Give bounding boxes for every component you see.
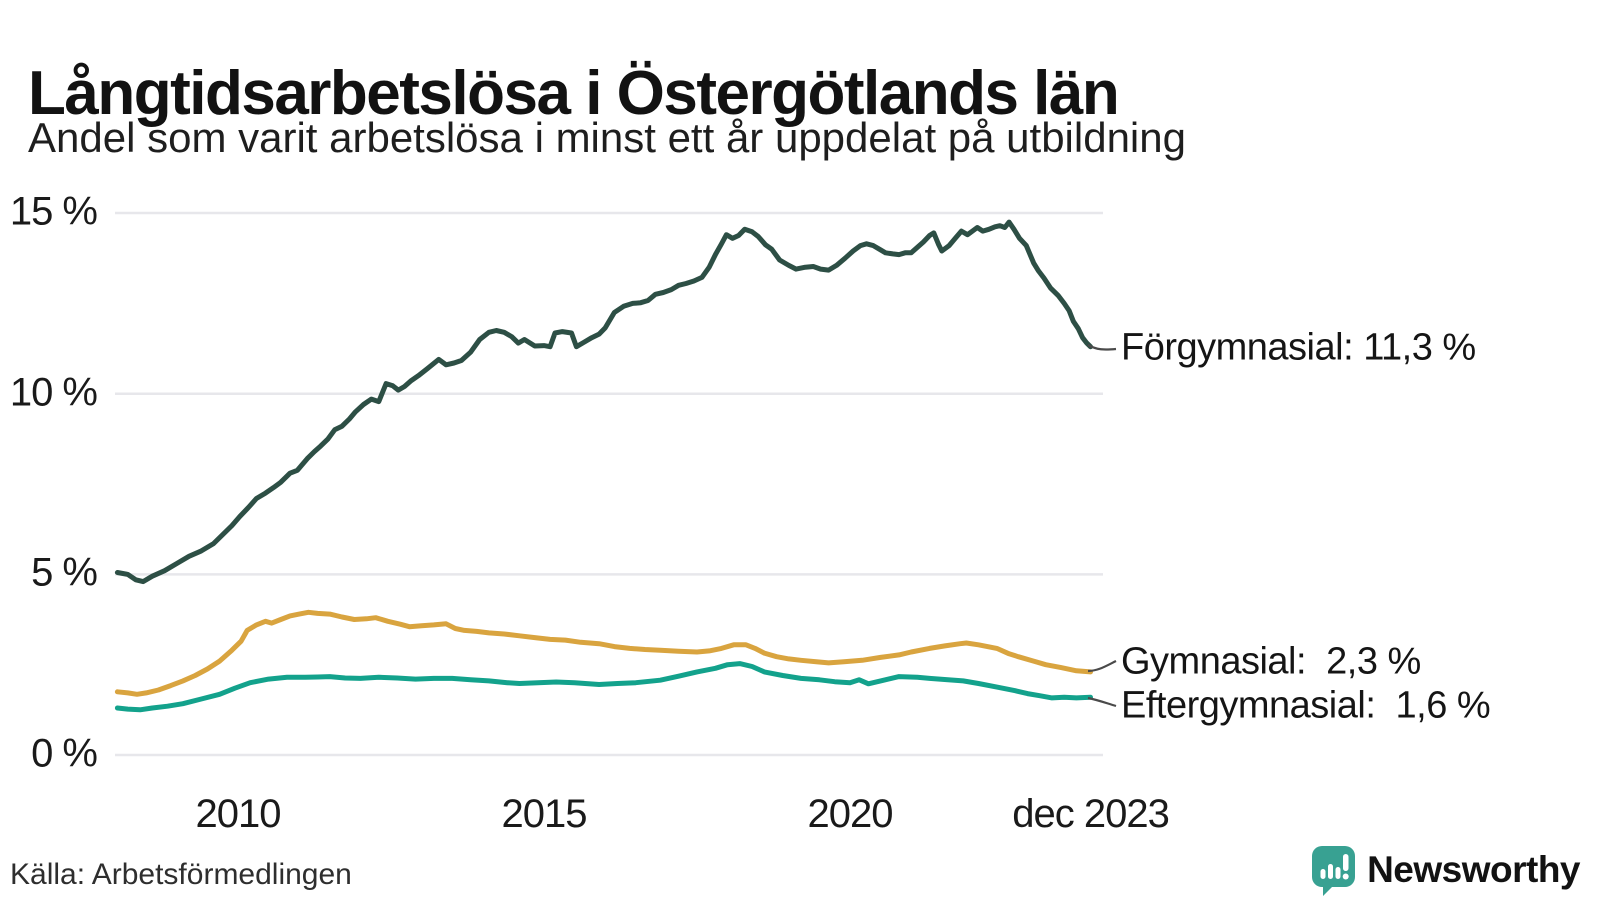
series-end-label-forgymnasial: Förgymnasial: 11,3 % xyxy=(1121,326,1476,369)
y-axis-tick-label: 10 % xyxy=(9,370,98,415)
series-end-label-eftergymnasial: Eftergymnasial: 1,6 % xyxy=(1121,684,1491,727)
label-connector-eftergymnasial xyxy=(1087,696,1117,708)
label-connector-gymnasial xyxy=(1087,660,1117,673)
chart-subtitle: Andel som varit arbetslösa i minst ett å… xyxy=(28,114,1186,161)
x-axis-tick-label: 2010 xyxy=(195,792,282,836)
x-axis-tick-label: dec 2023 xyxy=(1012,792,1170,836)
y-axis-tick-label: 5 % xyxy=(31,550,98,595)
x-axis-tick-label: 2015 xyxy=(501,792,588,836)
series-end-label-gymnasial: Gymnasial: 2,3 % xyxy=(1121,640,1421,683)
newsworthy-logo: Newsworthy xyxy=(1310,844,1580,896)
newsworthy-logo-text: Newsworthy xyxy=(1367,849,1580,890)
y-axis-tick-label: 0 % xyxy=(31,731,98,776)
series-line-gymnasial xyxy=(114,609,1093,697)
newsworthy-logo-icon xyxy=(1312,846,1356,896)
series-line-eftergymnasial xyxy=(114,661,1093,713)
x-axis-tick-label: 2020 xyxy=(807,792,894,836)
y-axis-tick-label: 15 % xyxy=(9,189,98,234)
label-connector-forgymnasial xyxy=(1087,344,1117,351)
page-title: Långtidsarbetslösa i Östergötlands län xyxy=(28,58,1120,128)
series-line-forgymnasial xyxy=(114,219,1093,585)
source-note: Källa: Arbetsförmedlingen xyxy=(10,858,352,891)
